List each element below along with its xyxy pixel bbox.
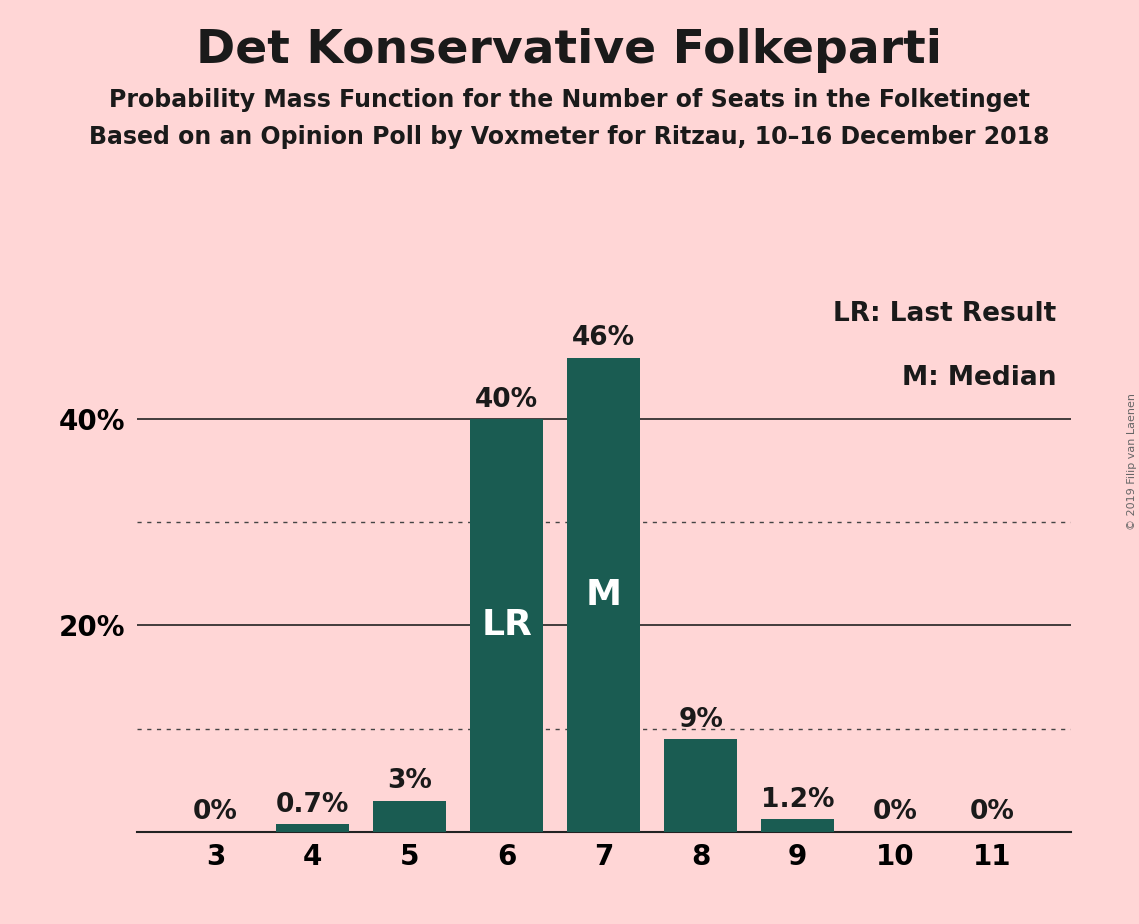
Text: 9%: 9%	[678, 707, 723, 733]
Text: 0.7%: 0.7%	[276, 792, 350, 819]
Bar	[276, 824, 349, 832]
Text: 46%: 46%	[572, 325, 636, 351]
Text: Det Konservative Folkeparti: Det Konservative Folkeparti	[197, 28, 942, 73]
Text: Based on an Opinion Poll by Voxmeter for Ritzau, 10–16 December 2018: Based on an Opinion Poll by Voxmeter for…	[89, 125, 1050, 149]
Bar	[470, 419, 543, 832]
Bar	[664, 739, 737, 832]
Text: 0%: 0%	[969, 799, 1014, 825]
Text: 0%: 0%	[194, 799, 238, 825]
Text: M: M	[585, 578, 622, 612]
Text: LR: Last Result: LR: Last Result	[834, 301, 1057, 327]
Bar	[761, 820, 834, 832]
Text: 1.2%: 1.2%	[761, 787, 835, 813]
Text: 3%: 3%	[387, 769, 432, 795]
Text: Probability Mass Function for the Number of Seats in the Folketinget: Probability Mass Function for the Number…	[109, 88, 1030, 112]
Text: © 2019 Filip van Laenen: © 2019 Filip van Laenen	[1126, 394, 1137, 530]
Bar	[374, 801, 446, 832]
Text: M: Median: M: Median	[902, 365, 1057, 392]
Text: 40%: 40%	[475, 387, 539, 413]
Text: 0%: 0%	[872, 799, 917, 825]
Bar	[567, 358, 640, 832]
Text: LR: LR	[481, 609, 532, 642]
